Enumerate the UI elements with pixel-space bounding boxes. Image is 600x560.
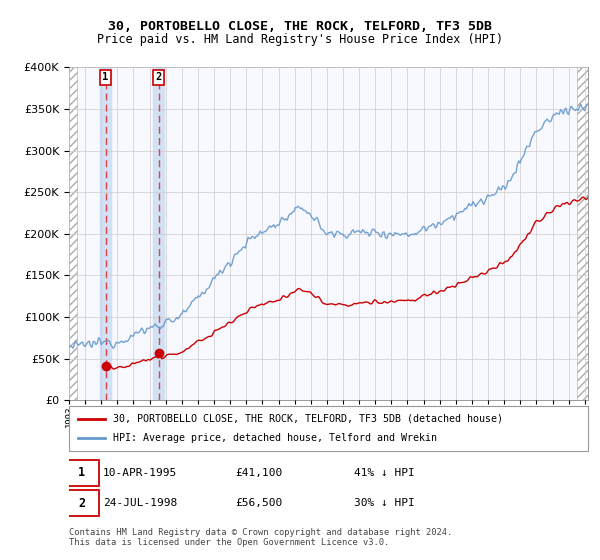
Text: Contains HM Land Registry data © Crown copyright and database right 2024.
This d: Contains HM Land Registry data © Crown c… (69, 528, 452, 547)
FancyBboxPatch shape (64, 491, 99, 516)
Text: HPI: Average price, detached house, Telford and Wrekin: HPI: Average price, detached house, Telf… (113, 433, 437, 444)
Text: 2: 2 (78, 497, 85, 510)
Text: £56,500: £56,500 (235, 498, 283, 508)
Text: 30, PORTOBELLO CLOSE, THE ROCK, TELFORD, TF3 5DB: 30, PORTOBELLO CLOSE, THE ROCK, TELFORD,… (108, 20, 492, 34)
Text: 30% ↓ HPI: 30% ↓ HPI (355, 498, 415, 508)
Text: 41% ↓ HPI: 41% ↓ HPI (355, 468, 415, 478)
Text: 1: 1 (103, 72, 109, 82)
Text: 30, PORTOBELLO CLOSE, THE ROCK, TELFORD, TF3 5DB (detached house): 30, PORTOBELLO CLOSE, THE ROCK, TELFORD,… (113, 413, 503, 423)
Text: 2: 2 (155, 72, 162, 82)
FancyBboxPatch shape (69, 406, 588, 451)
Bar (100, 67, 111, 400)
Text: 10-APR-1995: 10-APR-1995 (103, 468, 177, 478)
Text: £41,100: £41,100 (235, 468, 283, 478)
Text: Price paid vs. HM Land Registry's House Price Index (HPI): Price paid vs. HM Land Registry's House … (97, 32, 503, 46)
FancyBboxPatch shape (64, 460, 99, 486)
Text: 24-JUL-1998: 24-JUL-1998 (103, 498, 177, 508)
Bar (153, 67, 164, 400)
Text: 1: 1 (78, 466, 85, 479)
